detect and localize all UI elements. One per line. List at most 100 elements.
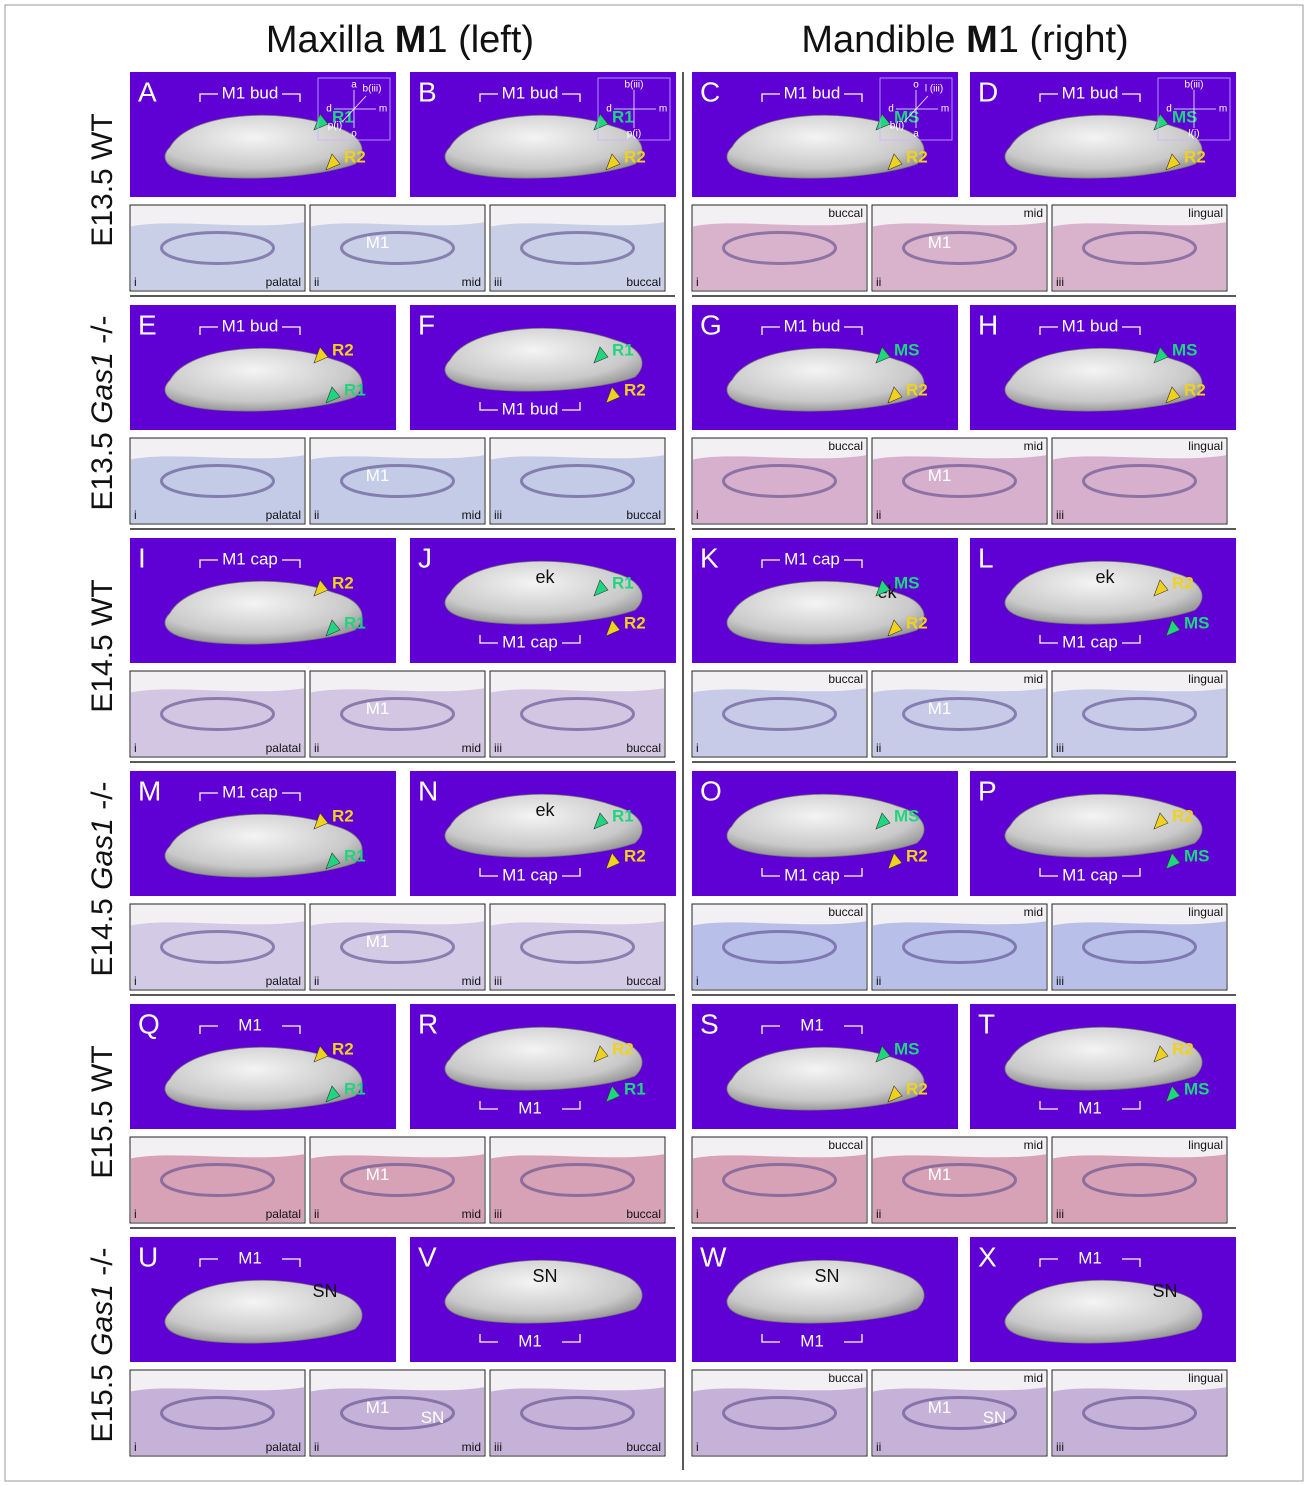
section-label: M1 bbox=[928, 699, 952, 718]
section-place: mid bbox=[1024, 439, 1043, 453]
section-numeral: iii bbox=[1056, 974, 1064, 988]
compass-label: d bbox=[326, 104, 332, 115]
row-label-part: -/- bbox=[86, 1247, 119, 1275]
header-part: M bbox=[966, 19, 998, 61]
figure: Maxilla M1 (left)Mandible M1 (right)E13.… bbox=[0, 0, 1309, 1486]
section-numeral: iii bbox=[494, 275, 502, 289]
structure-label: SN bbox=[532, 1266, 557, 1286]
header-part: 1 (right) bbox=[998, 19, 1129, 61]
section-numeral: ii bbox=[314, 275, 319, 289]
arrow-label: MS bbox=[894, 340, 920, 359]
row-label: E14.5 WT bbox=[86, 579, 119, 712]
section-numeral: ii bbox=[876, 1207, 881, 1221]
model-panel: IM1 capR2R1 bbox=[130, 538, 396, 663]
histology-panel: iiibuccal bbox=[490, 1370, 665, 1456]
model-panel: QM1R2R1 bbox=[130, 1004, 396, 1129]
arrow-label: R2 bbox=[906, 613, 928, 632]
histology-panel: iimidM1SN bbox=[872, 1370, 1047, 1456]
bracket-label: M1 bud bbox=[502, 83, 559, 102]
section-place: mid bbox=[462, 741, 481, 755]
histology-panel: iiilingual bbox=[1052, 205, 1227, 291]
histology-panel: iimidM1 bbox=[872, 438, 1047, 524]
histology-panel: ibuccal bbox=[692, 438, 867, 524]
section-place: mid bbox=[1024, 1371, 1043, 1385]
panel-letter: A bbox=[138, 76, 157, 107]
histology-panel: iiilingual bbox=[1052, 904, 1227, 990]
compass-label: m bbox=[659, 104, 667, 115]
panel-letter: U bbox=[138, 1241, 158, 1272]
arrow-label: R2 bbox=[624, 846, 646, 865]
model-panel: UM1SN bbox=[130, 1237, 396, 1362]
section-numeral: ii bbox=[314, 508, 319, 522]
section-place: mid bbox=[1024, 1138, 1043, 1152]
bracket-label: M1 bud bbox=[222, 316, 279, 335]
row-label-part: WT bbox=[86, 1045, 119, 1092]
section-numeral: ii bbox=[876, 974, 881, 988]
histology-panel: iimidM1 bbox=[310, 904, 485, 990]
section-place: palatal bbox=[266, 741, 301, 755]
panel-letter: M bbox=[138, 775, 161, 806]
section-label: SN bbox=[983, 1408, 1007, 1427]
section-numeral: ii bbox=[876, 741, 881, 755]
bracket-label: M1 bbox=[1078, 1098, 1102, 1117]
compass-label: p(i) bbox=[627, 129, 641, 140]
section-place: buccal bbox=[626, 741, 661, 755]
section-numeral: i bbox=[134, 741, 137, 755]
section-place: mid bbox=[462, 1440, 481, 1454]
column-header: Mandible M1 (right) bbox=[801, 19, 1128, 61]
arrow-label: R2 bbox=[332, 340, 354, 359]
section-place: mid bbox=[1024, 672, 1043, 686]
arrow-label: R2 bbox=[344, 147, 366, 166]
row-label: E14.5 Gas1 -/- bbox=[86, 781, 119, 976]
section-label: SN bbox=[421, 1408, 445, 1427]
model-panel: VM1SN bbox=[410, 1237, 676, 1362]
bracket-label: M1 bbox=[518, 1098, 542, 1117]
arrow-label: R1 bbox=[344, 846, 366, 865]
section-label: M1 bbox=[366, 1398, 390, 1417]
arrow-label: R2 bbox=[906, 846, 928, 865]
panel-letter: Q bbox=[138, 1008, 160, 1039]
bracket-label: M1 cap bbox=[502, 632, 558, 651]
panel-letter: N bbox=[418, 775, 438, 806]
section-numeral: i bbox=[134, 508, 137, 522]
model-panel: CM1 budMSR2ol (iii)dmb(i)a bbox=[692, 72, 958, 197]
row-label-part: E15.5 bbox=[86, 1364, 119, 1442]
compass-label: l(i) bbox=[1188, 129, 1199, 140]
arrow-label: R2 bbox=[906, 1079, 928, 1098]
section-place: buccal bbox=[828, 1371, 863, 1385]
model-panel: LM1 capekR2MS bbox=[970, 538, 1236, 663]
panel-letter: K bbox=[700, 542, 719, 573]
compass-label: b(iii) bbox=[363, 84, 382, 95]
arrow-label: R1 bbox=[612, 806, 634, 825]
section-place: mid bbox=[462, 275, 481, 289]
section-numeral: iii bbox=[494, 741, 502, 755]
section-place: buccal bbox=[828, 1138, 863, 1152]
section-numeral: ii bbox=[876, 508, 881, 522]
section-numeral: ii bbox=[876, 275, 881, 289]
arrow-label: R2 bbox=[1184, 147, 1206, 166]
bracket-label: M1 bud bbox=[784, 316, 841, 335]
panel-letter: B bbox=[418, 76, 437, 107]
row-label-part: WT bbox=[86, 113, 119, 160]
arrow-label: R1 bbox=[624, 1079, 646, 1098]
bracket-label: M1 bud bbox=[502, 399, 559, 418]
model-panel: JM1 capekR1R2 bbox=[410, 538, 676, 663]
row-label-part: Gas1 bbox=[86, 352, 119, 424]
bracket-label: M1 bbox=[800, 1015, 824, 1034]
histology-panel: iiibuccal bbox=[490, 438, 665, 524]
section-numeral: i bbox=[696, 974, 699, 988]
model-panel: OM1 capMSR2 bbox=[692, 771, 958, 896]
histology-panel: ii mid M1 bbox=[872, 671, 1047, 757]
section-place: palatal bbox=[266, 974, 301, 988]
section-place: lingual bbox=[1188, 206, 1223, 220]
bracket-label: M1 bbox=[238, 1015, 262, 1034]
